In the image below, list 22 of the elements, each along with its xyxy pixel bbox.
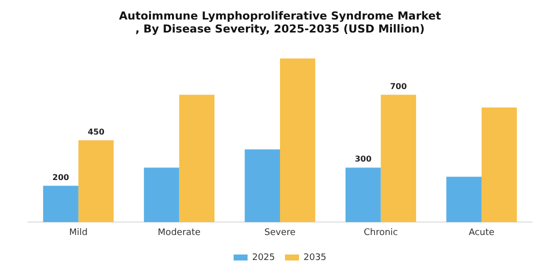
bar xyxy=(244,149,280,222)
bar xyxy=(446,176,482,222)
bar xyxy=(346,168,381,222)
bar xyxy=(179,94,214,222)
bar xyxy=(144,168,180,222)
data-label: 300 xyxy=(354,154,372,164)
x-tick-label: Mild xyxy=(69,228,88,238)
bar xyxy=(380,94,416,222)
data-label: 200 xyxy=(52,172,70,182)
legend-label: 2035 xyxy=(304,252,326,263)
bar xyxy=(482,108,517,222)
chart-title: Autoimmune Lymphoproliferative Syndrome Market , By Disease Severity, 2025-2035 (USD Million) xyxy=(118,9,442,36)
bar xyxy=(280,58,316,222)
x-tick-label: Chronic xyxy=(364,228,398,238)
x-tick-label: Acute xyxy=(468,228,495,238)
data-label: 450 xyxy=(88,127,105,136)
x-tick-label: Severe xyxy=(264,228,296,238)
data-label: 700 xyxy=(390,82,408,91)
x-tick-label: Moderate xyxy=(158,228,202,238)
legend-label: 2025 xyxy=(252,252,275,263)
bar xyxy=(78,140,114,222)
bar xyxy=(43,186,78,222)
